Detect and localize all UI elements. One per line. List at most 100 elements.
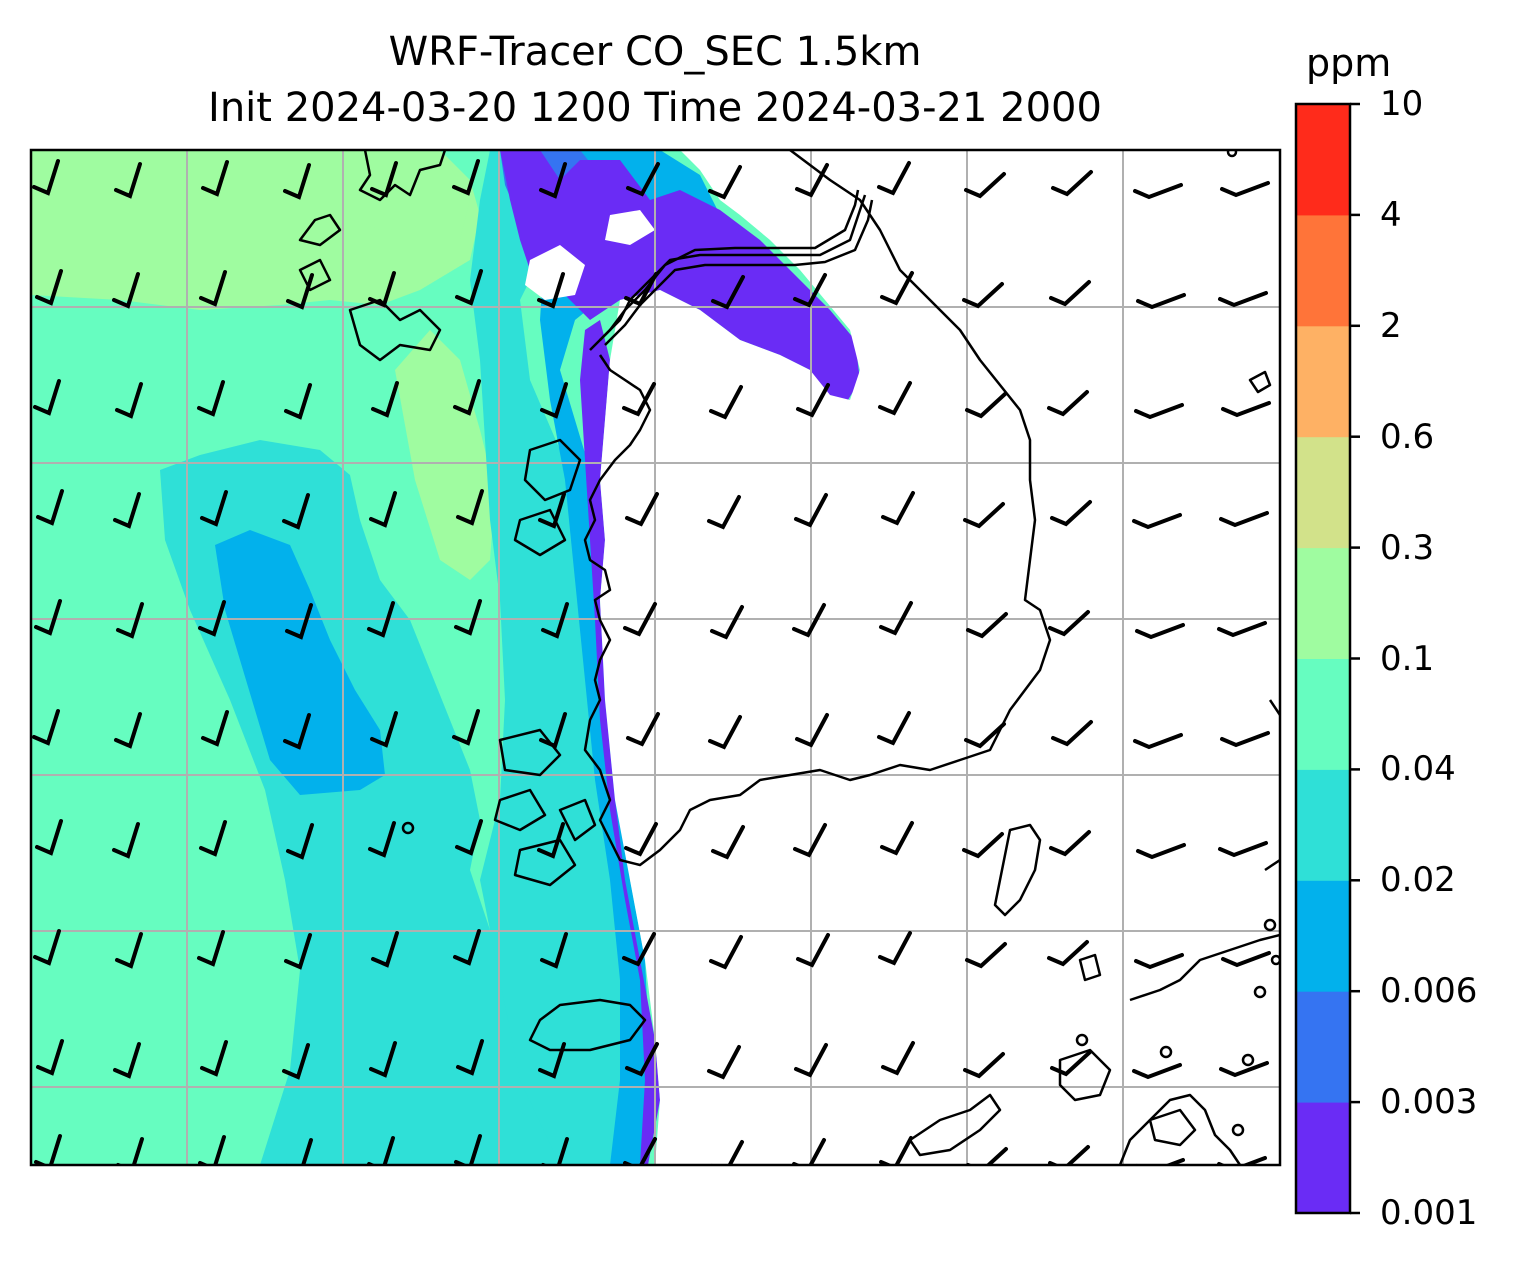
wind-barb [625, 492, 659, 527]
colorbar-block [1296, 1102, 1350, 1214]
wind-barb [112, 822, 140, 859]
wind-barb [369, 491, 397, 528]
wind-barb [1217, 1156, 1267, 1165]
wind-barb [199, 820, 227, 857]
wind-barb [1051, 170, 1093, 197]
wind-barb [622, 382, 656, 417]
wind-barb [1133, 183, 1183, 200]
wind-barb [282, 1043, 310, 1080]
chart-title-line1: WRF-Tracer CO_SEC 1.5km [388, 29, 922, 75]
wind-barb [1220, 731, 1270, 748]
wind-barb [370, 161, 398, 198]
wind-barb [877, 711, 911, 746]
contour-fill-0.1-0.3 [310, 150, 470, 250]
wind-barb [33, 929, 61, 966]
coastlines [298, 150, 1280, 1165]
wind-barb [962, 282, 1004, 309]
wind-barb [537, 272, 565, 309]
wind-barb [1050, 500, 1092, 527]
wind-barb [796, 933, 830, 968]
wind-barb [1134, 953, 1184, 970]
wind-barb [369, 1041, 397, 1078]
wind-barb [286, 823, 314, 860]
wind-barb [881, 1041, 915, 1076]
wind-barb [1048, 1145, 1090, 1165]
wind-barb [201, 160, 229, 197]
wind-barb [35, 269, 63, 306]
wind-barb [32, 709, 60, 746]
wind-barb [963, 1052, 1005, 1079]
wind-barb [284, 933, 312, 970]
colorbar-tick-label: 0.02 [1380, 860, 1456, 901]
wind-barb [881, 491, 915, 526]
wind-barb [454, 599, 482, 636]
wind-barb [965, 942, 1007, 969]
wind-barb [708, 715, 742, 750]
colorbar-block [1296, 214, 1350, 327]
wind-barb [1047, 390, 1089, 417]
wind-barb [1219, 1061, 1269, 1078]
wind-barb [200, 490, 228, 527]
wind-barb [792, 603, 826, 638]
wind-barb [879, 601, 913, 636]
wind-barb [115, 382, 143, 419]
wind-barb [1217, 621, 1267, 638]
wind-barb [112, 272, 140, 309]
wind-barb [540, 382, 568, 419]
wind-barb [367, 601, 395, 638]
wind-barb [625, 1042, 659, 1077]
wind-barb [796, 383, 830, 418]
wind-barb [367, 1136, 395, 1165]
wind-barb [624, 822, 658, 857]
wind-barb [453, 379, 481, 416]
wind-barb [624, 272, 658, 307]
wind-barb [1135, 623, 1185, 640]
colorbar-tick-label: 0.1 [1380, 638, 1435, 679]
wind-barb [282, 493, 310, 530]
wind-barb [1133, 733, 1183, 750]
wind-barb [878, 381, 912, 416]
contour-fill-0.001-0.003 [580, 320, 660, 1165]
wind-barb [710, 1140, 744, 1165]
land-no-data [605, 210, 655, 245]
wind-barb [368, 271, 396, 308]
wind-barb [623, 602, 657, 637]
colorbar-block [1296, 880, 1350, 992]
wind-barb [626, 712, 660, 747]
wind-barb [794, 493, 828, 528]
wind-barb [878, 931, 912, 966]
wind-barb [1048, 610, 1090, 637]
colorbar-block [1296, 658, 1350, 770]
wind-barb [285, 1138, 313, 1165]
contour-fill-0.001-0.003 [500, 150, 860, 405]
wind-barb [623, 1137, 657, 1165]
wind-barb [455, 269, 483, 306]
wind-barb [371, 381, 399, 418]
contour-fill-0.02-0.04 [470, 150, 645, 1165]
colorbar-tick-label: 10 [1380, 84, 1424, 124]
wind-barb [33, 379, 61, 416]
wind-barb [965, 392, 1007, 419]
wind-barb [793, 823, 827, 858]
colorbar-unit-label: ppm [1306, 41, 1392, 85]
wind-barb [964, 722, 1006, 749]
wind-barb [795, 713, 829, 748]
wind-barb [1132, 513, 1182, 530]
wind-barb [116, 1137, 144, 1165]
colorbar-block [1296, 325, 1350, 438]
wind-barb [793, 273, 827, 308]
colorbar-tick-label: 0.001 [1380, 1193, 1478, 1233]
wind-barb [197, 380, 225, 417]
wind-barb [707, 495, 741, 530]
wind-barb [197, 930, 225, 967]
wind-barb [370, 711, 398, 748]
wind-barb [35, 819, 63, 856]
wind-barb [452, 159, 480, 196]
wind-barb [1051, 720, 1093, 747]
wind-barb [283, 163, 311, 200]
wind-barb [708, 165, 742, 200]
colorbar-ticks [1350, 102, 1360, 1215]
wind-barb [368, 821, 396, 858]
wind-barb [198, 1135, 226, 1165]
